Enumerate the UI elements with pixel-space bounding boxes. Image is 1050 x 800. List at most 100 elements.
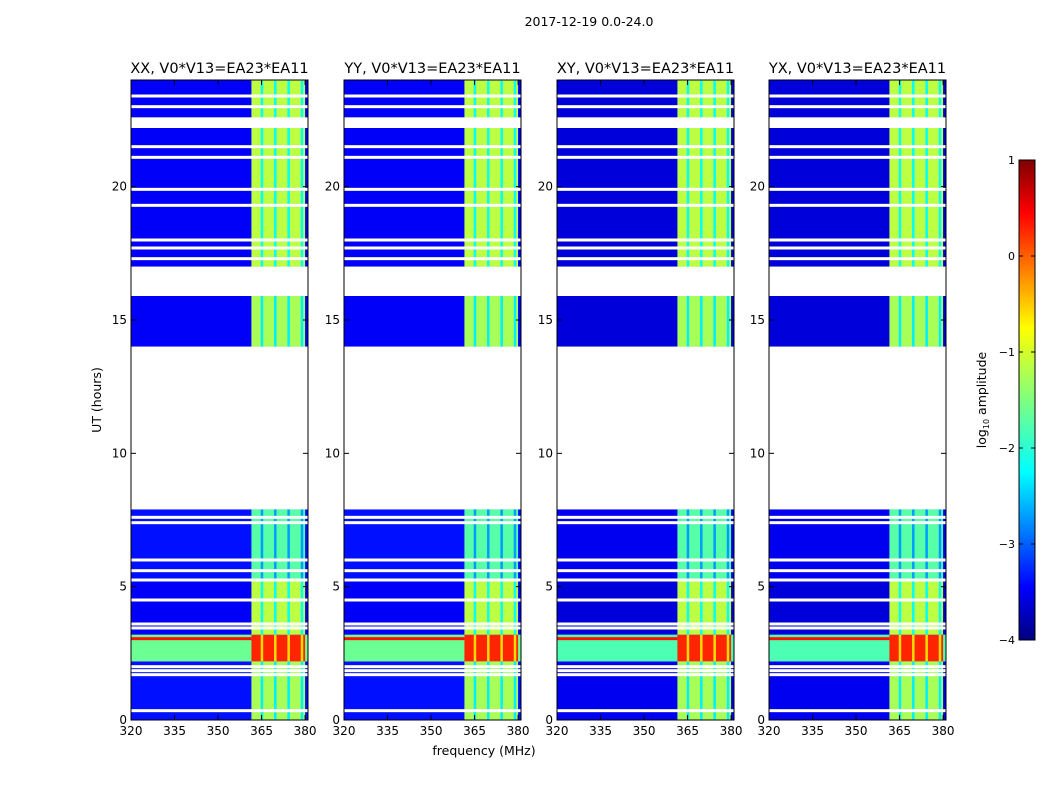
flagged-row [557,665,734,669]
band-stripe [686,578,690,635]
band-stripe [500,296,503,347]
flagged-row [769,598,946,602]
flagged-row [344,669,521,673]
band-stripe [938,634,942,662]
flagged-row [557,515,734,519]
band-stripe [300,634,304,662]
band-stripe [260,296,264,347]
flagged-row [557,257,734,261]
colorbar-label: log10 amplitude [974,351,991,448]
band-stripe [287,634,290,662]
band-stripe [300,296,304,347]
flagged-row [131,203,308,207]
flagged-row [131,155,308,159]
band-stripe [713,296,716,347]
x-tick-label: 320 [333,724,356,738]
colorbar-tick-label: 1 [1008,154,1015,167]
y-tick-label: 20 [325,180,340,194]
x-tick-label: 335 [801,724,824,738]
x-tick-label: 320 [758,724,781,738]
flagged-row [131,709,308,713]
panel-frame [556,79,735,721]
panel-image [769,80,946,720]
flagged-row [131,569,308,573]
flagged-row [131,665,308,669]
flagged-row [769,626,946,630]
band-stripe [925,661,928,720]
region-band [677,296,732,347]
no-data-gap [344,117,521,128]
flagged-row [344,515,521,519]
region-band [677,634,732,662]
flagged-row [557,155,734,159]
band-stripe [713,80,716,267]
flagged-row [344,569,521,573]
flagged-row [131,257,308,261]
band-stripe [700,296,703,347]
band-stripe [513,296,517,347]
panel-title: YY, V0*V13=EA23*EA11 [343,61,520,77]
band-stripe [513,634,517,662]
band-stripe [912,661,915,720]
flagged-row [769,673,946,677]
flagged-row [131,626,308,630]
band-stripe [260,509,264,579]
panel-title: XX, V0*V13=EA23*EA11 [130,61,308,77]
flagged-row [131,622,308,626]
band-stripe [925,509,928,579]
flagged-row [769,669,946,673]
band-stripe [513,578,517,635]
flagged-row [131,94,308,98]
y-tick-label: 20 [538,180,553,194]
band-stripe [260,578,264,635]
band-stripe [260,634,264,662]
flagged-row [344,246,521,250]
no-data-gap [557,346,734,510]
band-stripe [925,634,928,662]
colorbar-gradient [1018,159,1036,641]
band-stripe [287,296,290,347]
colorbar-tick-label: −3 [999,538,1015,551]
band-stripe [700,634,703,662]
flagged-row [131,669,308,673]
band-stripe [473,509,477,579]
flagged-row [344,665,521,669]
x-tick-label: 365 [676,724,699,738]
panel-yy: YY, V0*V13=EA23*EA11 320 335 350 365 380 0 5 10 1… [325,61,530,738]
band-stripe [912,578,915,635]
flagged-row [769,246,946,250]
band-stripe [500,80,503,267]
flagged-row [344,709,521,713]
flare-line [557,637,678,641]
band-stripe [274,296,277,347]
band-stripe [300,661,304,720]
x-tick-label: 350 [633,724,656,738]
band-stripe [898,296,902,347]
band-stripe [274,634,277,662]
y-tick-label: 5 [332,580,340,594]
band-stripe [726,296,730,347]
flagged-row [344,598,521,602]
flare-line [769,637,890,641]
colorbar-tick-label: −1 [999,346,1015,359]
region-band [889,80,944,267]
band-stripe [938,509,942,579]
flagged-row [557,238,734,242]
band-stripe [713,578,716,635]
panel-yx: YX, V0*V13=EA23*EA11 320 335 350 365 380 0 5 10 1… [750,61,955,738]
no-data-gap [769,266,946,296]
panel-frame [130,79,309,721]
flagged-row [769,665,946,669]
panel-xx: XX, V0*V13=EA23*EA11 320 335 350 365 380 0 5 10 1… [112,61,317,738]
colorbar-ticks: 1 0 −1 −2 −3 −4 [999,154,1035,647]
band-stripe [487,296,490,347]
flagged-row [557,673,734,677]
flagged-row [557,105,734,109]
x-tick-label: 350 [207,724,230,738]
region-band [251,509,306,579]
y-tick-label: 15 [112,313,127,327]
y-tick-label: 5 [757,580,765,594]
region-band [677,578,732,635]
flagged-row [557,94,734,98]
